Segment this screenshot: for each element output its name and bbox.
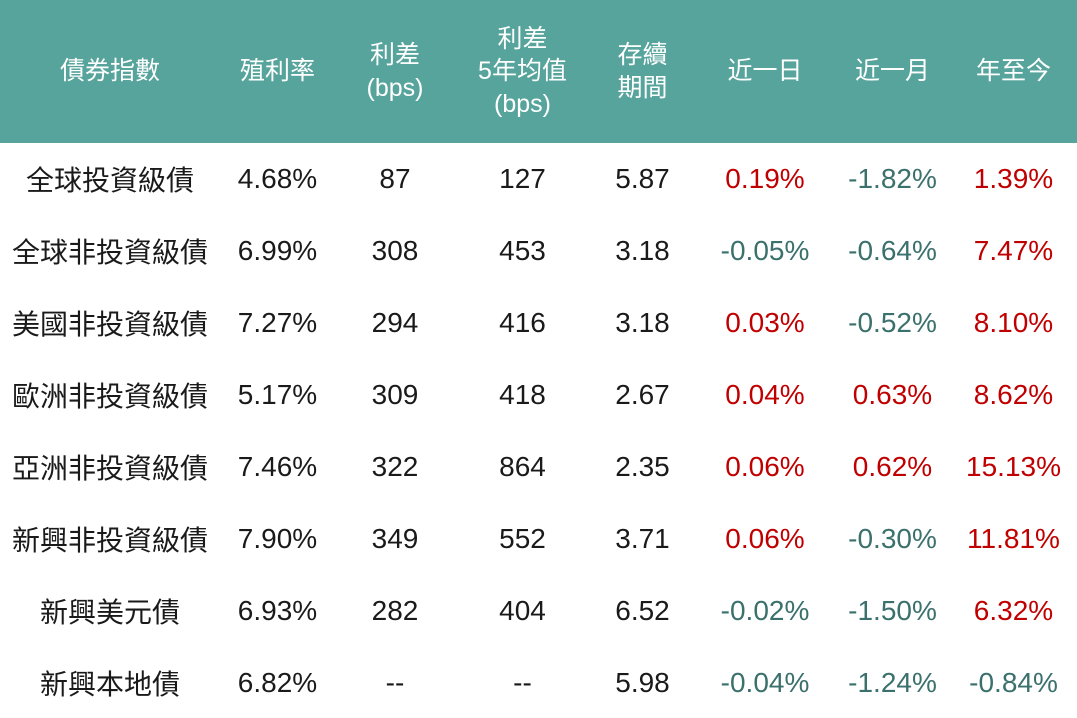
column-header-spread-5y-avg: 利差 5年均值 (bps)	[455, 0, 590, 143]
yield-cell: 5.17%	[237, 379, 318, 410]
one-month-change-cell: -1.82%	[848, 163, 937, 194]
spread-cell: 309	[371, 379, 419, 410]
ytd-change-cell: -0.84%	[969, 667, 1058, 698]
one-month-change-cell: 0.63%	[852, 379, 933, 410]
table-row: 新興美元債 6.93% 282 404 6.52 -0.02% -1.50% 6.32%	[0, 575, 1077, 647]
spread-cell: 87	[379, 163, 411, 194]
one-month-change-cell: -1.24%	[848, 667, 937, 698]
index-name-cell: 新興美元債	[39, 597, 180, 628]
duration-cell: 5.98	[615, 667, 670, 698]
column-header-duration: 存續 期間	[590, 0, 695, 143]
table-row: 亞洲非投資級債 7.46% 322 864 2.35 0.06% 0.62% 15.13%	[0, 431, 1077, 503]
table-row: 歐洲非投資級債 5.17% 309 418 2.67 0.04% 0.63% 8.62%	[0, 359, 1077, 431]
one-day-change-cell: -0.02%	[720, 595, 810, 626]
column-header-one-day: 近一日	[695, 0, 835, 143]
index-name-cell: 美國非投資級債	[11, 309, 208, 340]
index-name-cell: 新興本地債	[39, 669, 180, 700]
yield-cell: 7.46%	[237, 451, 318, 482]
one-month-change-cell: 0.62%	[852, 451, 933, 482]
one-day-change-cell: 0.19%	[725, 163, 805, 194]
duration-cell: 2.67	[615, 379, 670, 410]
duration-cell: 6.52	[615, 595, 670, 626]
index-name-cell: 全球投資級債	[25, 165, 194, 196]
index-name-cell: 全球非投資級債	[11, 237, 208, 268]
duration-cell: 3.71	[615, 523, 670, 554]
yield-cell: 6.99%	[237, 235, 318, 266]
table-row: 新興非投資級債 7.90% 349 552 3.71 0.06% -0.30% 11.81%	[0, 503, 1077, 575]
column-header-year-to-date: 年至今	[950, 0, 1077, 143]
spread-cell: 282	[371, 595, 419, 626]
spread-cell: 349	[371, 523, 419, 554]
spread-5y-avg-cell: 416	[499, 307, 546, 338]
yield-cell: 7.90%	[237, 523, 318, 554]
ytd-change-cell: 8.62%	[973, 379, 1054, 410]
table-row: 美國非投資級債 7.27% 294 416 3.18 0.03% -0.52% 8.10%	[0, 287, 1077, 359]
one-day-change-cell: 0.03%	[725, 307, 805, 338]
header-row: 債券指數 殖利率 利差 (bps) 利差 5年均值 (bps) 存續 期間 近一…	[0, 0, 1077, 143]
one-month-change-cell: -0.30%	[848, 523, 937, 554]
table-row: 新興本地債 6.82% -- -- 5.98 -0.04% -1.24% -0.84%	[0, 647, 1077, 718]
yield-cell: 4.68%	[237, 163, 318, 194]
one-day-change-cell: 0.04%	[725, 379, 805, 410]
spread-cell: --	[385, 667, 405, 698]
column-header-one-month: 近一月	[835, 0, 950, 143]
one-day-change-cell: 0.06%	[725, 451, 805, 482]
spread-5y-avg-cell: --	[513, 667, 532, 698]
table-row: 全球非投資級債 6.99% 308 453 3.18 -0.05% -0.64% 7.47%	[0, 215, 1077, 287]
column-header-spread-bps: 利差 (bps)	[335, 0, 455, 143]
one-month-change-cell: -0.52%	[848, 307, 937, 338]
index-name-cell: 亞洲非投資級債	[11, 453, 208, 484]
duration-cell: 5.87	[615, 163, 670, 194]
one-month-change-cell: -0.64%	[848, 235, 937, 266]
index-name-cell: 新興非投資級債	[11, 525, 208, 556]
column-header-yield: 殖利率	[220, 0, 335, 143]
spread-5y-avg-cell: 127	[499, 163, 546, 194]
spread-cell: 322	[371, 451, 419, 482]
table-body: 全球投資級債 4.68% 87 127 5.87 0.19% -1.82% 1.39% 全球非投…	[0, 143, 1077, 718]
spread-5y-avg-cell: 864	[499, 451, 546, 482]
one-day-change-cell: 0.06%	[725, 523, 805, 554]
duration-cell: 3.18	[615, 235, 670, 266]
column-header-bond-index: 債券指數	[0, 0, 220, 143]
ytd-change-cell: 1.39%	[973, 163, 1054, 194]
index-name-cell: 歐洲非投資級債	[11, 381, 208, 412]
duration-cell: 2.35	[615, 451, 670, 482]
ytd-change-cell: 11.81%	[967, 523, 1060, 554]
one-day-change-cell: -0.04%	[720, 667, 810, 698]
ytd-change-cell: 6.32%	[973, 595, 1054, 626]
spread-5y-avg-cell: 418	[499, 379, 546, 410]
spread-5y-avg-cell: 404	[499, 595, 546, 626]
ytd-change-cell: 8.10%	[973, 307, 1054, 338]
spread-cell: 308	[371, 235, 419, 266]
yield-cell: 7.27%	[237, 307, 318, 338]
ytd-change-cell: 7.47%	[973, 235, 1054, 266]
table-header: 債券指數 殖利率 利差 (bps) 利差 5年均值 (bps) 存續 期間 近一…	[0, 0, 1077, 143]
ytd-change-cell: 15.13%	[966, 451, 1061, 482]
yield-cell: 6.93%	[237, 595, 318, 626]
spread-5y-avg-cell: 453	[499, 235, 546, 266]
table-row: 全球投資級債 4.68% 87 127 5.87 0.19% -1.82% 1.39%	[0, 143, 1077, 215]
spread-5y-avg-cell: 552	[499, 523, 546, 554]
one-month-change-cell: -1.50%	[848, 595, 937, 626]
spread-cell: 294	[371, 307, 419, 338]
one-day-change-cell: -0.05%	[720, 235, 810, 266]
duration-cell: 3.18	[615, 307, 670, 338]
yield-cell: 6.82%	[237, 667, 318, 698]
